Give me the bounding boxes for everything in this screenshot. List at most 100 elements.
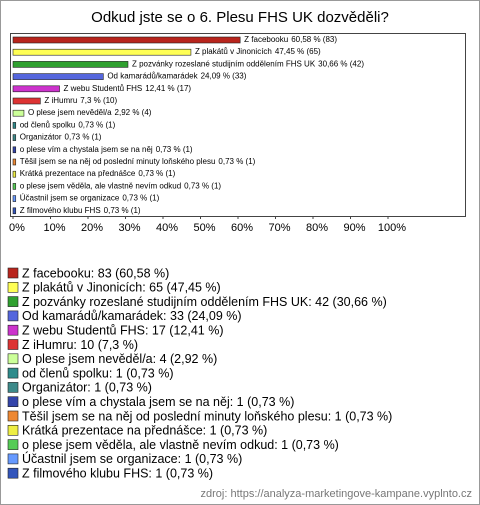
legend-label: o plese vím a chystala jsem se na něj: 1… (22, 395, 294, 409)
bar (12, 48, 192, 56)
bar-label: od členů spolku 0,73 % (1) (20, 121, 116, 130)
bar-category: Účastnil jsem se organizace (20, 194, 120, 203)
bar-label: Z plakátů v Jinonicích 47,45 % (65) (195, 47, 321, 56)
bar (12, 109, 25, 117)
bar-category: Z facebooku (244, 35, 288, 44)
value-label: 30,66 % (42) (318, 60, 364, 69)
legend-swatch (7, 296, 19, 307)
legend-label: Z iHumru: 10 (7,3 %) (22, 338, 138, 352)
bar (12, 207, 17, 215)
legend-swatch (7, 353, 19, 365)
value-label: 7,3 % (10) (80, 96, 117, 105)
x-tick-label: 0% (9, 222, 25, 234)
bar-category: Organizátor (20, 133, 62, 142)
legend-label: Z webu Studentů FHS: 17 (12,41 %) (22, 323, 224, 337)
x-tick-label: 20% (81, 222, 103, 234)
x-tick-label: 70% (268, 222, 290, 234)
bar-label: Těšil jsem se na něj od poslední minuty … (20, 157, 256, 166)
bar-label: Z pozvánky rozeslané studijním oddělením… (132, 60, 364, 69)
x-tick-label: 60% (231, 222, 253, 234)
value-label: 24,09 % (33) (201, 72, 247, 81)
legend-swatch (7, 367, 19, 379)
x-tick-label: 100% (378, 222, 406, 234)
legend-swatch (7, 453, 19, 465)
source: zdroj: https://analyza-marketingove-kamp… (201, 488, 472, 500)
x-tick-label: 80% (306, 222, 328, 234)
bar (12, 85, 60, 93)
bar-category: Krátká prezentace na přednášce (20, 169, 136, 178)
bar-category: o plese jsem věděla, ale vlastně nevím o… (20, 182, 181, 191)
legend-swatch (7, 324, 19, 336)
bar-label: Od kamarádů/kamarádek 24,09 % (33) (107, 72, 246, 81)
legend-swatch (7, 382, 19, 393)
bar-label: o plese vím a chystala jsem se na něj 0,7… (20, 145, 193, 154)
bar-label: Organizátor 0,73 % (1) (20, 133, 102, 142)
bar-category: Z webu Studentů FHS (64, 84, 143, 93)
value-label: 0,73 % (1) (218, 157, 255, 166)
legend-swatch (7, 467, 19, 479)
x-tick-label: 30% (118, 222, 140, 234)
bar-label: Z filmového klubu FHS 0,73 % (1) (20, 206, 141, 215)
value-label: 0,73 % (1) (138, 169, 175, 178)
bar-label: Účastnil jsem se organizace 0,73 % (1) (20, 194, 160, 203)
legend-swatch (7, 410, 19, 422)
legend-label: Účastnil jsem se organizace: 1 (0,73 %) (22, 451, 242, 466)
legend-label: Z pozvánky rozeslané studijním oddělením… (22, 295, 387, 309)
value-label: 47,45 % (65) (275, 47, 321, 56)
legend-swatch (7, 267, 19, 279)
legend-label: Těšil jsem se na něj od poslední minuty … (22, 409, 392, 423)
bar (12, 122, 17, 129)
legend-label: Z filmového klubu FHS: 1 (0,73 %) (22, 466, 213, 480)
bar (12, 183, 17, 190)
legend-swatch (7, 310, 19, 322)
bar (12, 195, 17, 202)
value-label: 0,73 % (1) (122, 194, 159, 203)
legend-label: Krátká prezentace na přednášce: 1 (0,73 … (22, 424, 267, 438)
value-label: 0,73 % (1) (156, 145, 193, 154)
bar-label: Krátká prezentace na přednášce 0,73 % (1) (20, 169, 176, 178)
bar-label: Z webu Studentů FHS 12,41 % (17) (64, 84, 192, 93)
value-label: 60,58 % (83) (291, 35, 337, 44)
chart-title: Odkud jste se o 6. Plesu FHS UK dozvěděl… (91, 9, 389, 26)
legend-label: Od kamarádů/kamarádek: 33 (24,09 %) (22, 309, 242, 323)
bar (12, 134, 17, 141)
legend-label: O plese jsem nevěděl/a: 4 (2,92 %) (22, 352, 217, 366)
bar (12, 170, 17, 178)
bar (12, 73, 104, 80)
value-label: 0,73 % (1) (184, 182, 221, 191)
bar-label: Z facebooku 60,58 % (83) (244, 35, 337, 44)
legend-label: Z plakátů v Jinonicích: 65 (47,45 %) (22, 281, 221, 295)
x-tick-label: 10% (43, 222, 65, 234)
x-tick-label: 90% (343, 222, 365, 234)
legend-swatch (7, 424, 19, 436)
legend-label: od členů spolku: 1 (0,73 %) (22, 366, 173, 380)
legend-swatch (7, 396, 19, 408)
bar-category: Z iHumru (44, 96, 77, 105)
legend-label: o plese jsem věděla, ale vlastně nevím o… (22, 438, 339, 452)
value-label: 0,73 % (1) (65, 133, 102, 142)
legend-label: Organizátor: 1 (0,73 %) (22, 381, 152, 395)
legend-label: Z facebooku: 83 (60,58 %) (22, 266, 169, 280)
bar (12, 97, 41, 105)
bar-category: od členů spolku (20, 121, 76, 130)
bar (12, 61, 129, 68)
bar-category: Od kamarádů/kamarádek (107, 72, 198, 81)
legend-swatch (7, 281, 19, 293)
bar-category: O plese jsem nevěděl/a (28, 108, 112, 117)
x-tick-label: 40% (156, 222, 178, 234)
value-label: 0,73 % (1) (104, 206, 141, 215)
value-label: 0,73 % (1) (78, 121, 115, 130)
bar-category: Z pozvánky rozeslané studijním oddělením… (132, 60, 316, 69)
x-tick-label: 50% (193, 222, 215, 234)
bar-label: Z iHumru 7,3 % (10) (44, 96, 117, 105)
bar-label: O plese jsem nevěděl/a 2,92 % (4) (28, 108, 152, 117)
value-label: 2,92 % (4) (115, 108, 152, 117)
bar-label: o plese jsem věděla, ale vlastně nevím o… (20, 182, 222, 191)
bar (12, 36, 241, 44)
legend-swatch (7, 339, 19, 350)
bar-category: Z plakátů v Jinonicích (195, 47, 272, 56)
bar (12, 158, 17, 166)
bar-category: Z filmového klubu FHS (20, 206, 101, 215)
bar (12, 146, 17, 154)
